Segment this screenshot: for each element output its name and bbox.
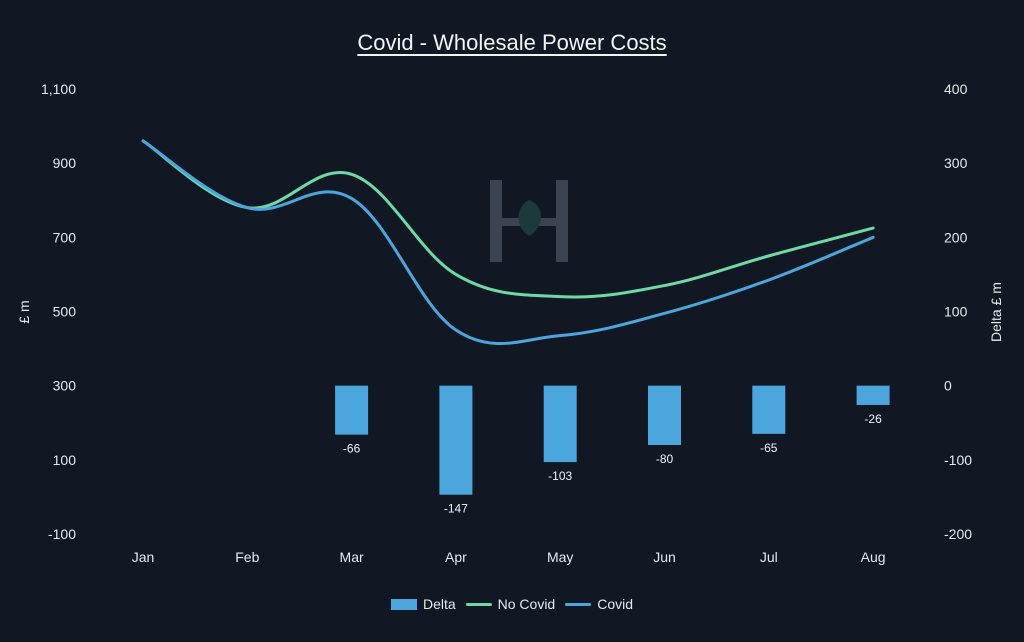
y-tick-right: -100 [944, 452, 972, 468]
y-tick-left: -100 [48, 526, 76, 542]
x-tick-label: Jul [760, 549, 778, 565]
legend-label-delta: Delta [422, 596, 456, 612]
y-tick-right: 100 [944, 304, 968, 320]
y-tick-left: 1,100 [41, 81, 76, 97]
x-tick-label: Jun [653, 549, 676, 565]
legend-item-no-covid: No Covid [465, 596, 556, 612]
y-tick-right: -200 [944, 526, 972, 542]
chart-title: Covid - Wholesale Power Costs [357, 30, 667, 55]
x-tick-label: Mar [340, 549, 364, 565]
y-tick-left: 300 [53, 378, 77, 394]
y-tick-right: 300 [944, 155, 968, 171]
delta-data-label: -103 [548, 469, 572, 483]
legend-swatch-delta [390, 598, 417, 610]
covid-line [141, 139, 875, 345]
delta-bar [856, 385, 890, 405]
chart-legend: Delta No Covid Covid [0, 596, 1024, 612]
legend-label-no-covid: No Covid [497, 596, 556, 612]
x-tick-label: Jan [132, 549, 155, 565]
delta-bar [752, 385, 786, 434]
x-tick-label: May [547, 549, 573, 565]
delta-bar [543, 385, 577, 463]
y-tick-left: 900 [53, 155, 77, 171]
legend-item-covid: Covid [565, 596, 633, 612]
y-tick-left: 500 [53, 304, 77, 320]
delta-data-label: -26 [864, 412, 882, 426]
x-tick-label: Aug [861, 549, 886, 565]
delta-data-label: -147 [444, 502, 468, 516]
delta-data-label: -66 [343, 442, 361, 456]
legend-swatch-covid [565, 602, 592, 606]
legend-label-covid: Covid [597, 596, 634, 612]
delta-data-label: -65 [760, 441, 778, 455]
x-tick-label: Feb [235, 549, 259, 565]
legend-item-delta: Delta [390, 596, 456, 612]
y-axis-left-title: £ m [16, 300, 32, 324]
y-tick-right: 0 [944, 378, 952, 394]
x-tick-label: Apr [445, 549, 467, 565]
delta-data-label: -80 [656, 452, 674, 466]
hs-logo-icon [490, 180, 568, 262]
delta-bar [335, 385, 369, 435]
delta-bar [648, 385, 681, 445]
delta-bar [439, 385, 473, 495]
y-tick-right: 200 [944, 229, 968, 245]
legend-swatch-no-covid [465, 602, 492, 606]
y-tick-left: 100 [53, 452, 77, 468]
y-axis-right-title: Delta £ m [988, 282, 1004, 342]
y-tick-left: 700 [53, 229, 77, 245]
y-tick-right: 400 [944, 81, 968, 97]
